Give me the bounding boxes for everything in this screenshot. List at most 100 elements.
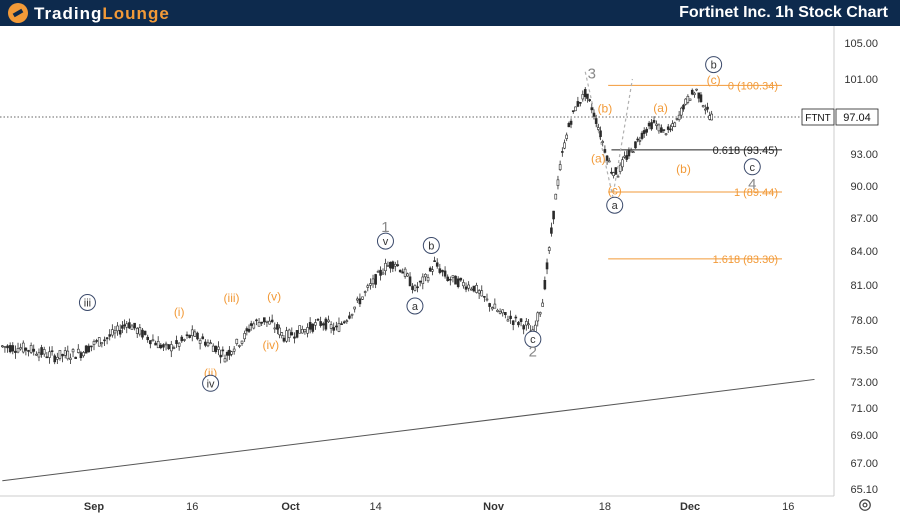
wave-circle (78, 294, 96, 311)
candle-body (61, 353, 64, 357)
candle-body (642, 130, 646, 134)
candle-body (699, 94, 703, 103)
candle-body (467, 284, 470, 289)
candle-body (431, 269, 434, 272)
candle-body (204, 341, 207, 346)
fib-level-label: 0 (100.34) (728, 80, 778, 92)
wave-label: (iv) (263, 338, 280, 352)
candle-body (0, 345, 4, 348)
candle-body (221, 349, 225, 352)
candle-body (327, 319, 330, 323)
candle-body (541, 302, 544, 307)
x-tick-label: Sep (84, 501, 104, 513)
wave-label: a (412, 301, 419, 313)
candle-body (603, 149, 607, 153)
candle-body (79, 352, 83, 359)
candle-body (273, 327, 277, 330)
trendline (2, 378, 815, 482)
candle-body (627, 150, 631, 157)
candle-body (180, 336, 184, 342)
candle-body (243, 333, 246, 340)
wave-label: (b) (598, 102, 613, 116)
candle-body (201, 336, 205, 340)
candle-body (393, 263, 397, 267)
candle-body (552, 210, 555, 220)
candle-body (361, 296, 364, 300)
wave-label: (i) (174, 305, 185, 319)
candle-body (335, 325, 338, 328)
settings-gear-icon[interactable] (858, 498, 872, 512)
y-tick-label: 84.00 (850, 246, 878, 258)
candle-body (162, 344, 165, 348)
candle-body (27, 350, 30, 352)
candle-body (185, 334, 189, 337)
candle-body (111, 329, 114, 336)
candle-body (366, 285, 370, 288)
candle-body (3, 346, 7, 348)
wave-label: 3 (588, 66, 596, 83)
candle-body (48, 351, 51, 358)
candle-body (554, 193, 558, 200)
x-tick-label: Oct (281, 501, 300, 513)
fib-level-label: 1 (89.44) (734, 187, 778, 199)
candle-body (469, 288, 473, 291)
candle-body (24, 347, 28, 351)
candle-body (188, 334, 191, 338)
candle-body (519, 318, 523, 323)
candle-body (177, 342, 181, 347)
tradinglounge-logo-icon (8, 3, 28, 23)
candle-body (496, 309, 499, 312)
candle-body (561, 151, 564, 153)
candle-body (125, 323, 129, 328)
candle-body (379, 269, 382, 276)
x-tick-label: 16 (782, 501, 794, 513)
candle-body (640, 132, 644, 139)
candle-body (121, 325, 124, 329)
candle-body (345, 320, 349, 323)
y-tick-label: 81.00 (850, 280, 878, 292)
candle-body (337, 323, 341, 332)
candle-body (697, 92, 701, 99)
candle-body (183, 339, 186, 341)
candle-body (690, 89, 694, 95)
candle-body (666, 126, 670, 130)
candle-body (607, 160, 611, 163)
candle-body (164, 343, 168, 346)
candle-body (82, 352, 85, 357)
candle-body (386, 265, 390, 267)
candle-body (433, 260, 436, 262)
y-tick-label: 75.50 (850, 345, 878, 357)
candle-body (472, 285, 476, 292)
candle-body (671, 123, 674, 127)
candle-body (443, 270, 447, 277)
candle-body (53, 355, 57, 363)
candle-body (498, 311, 502, 314)
y-tick-label: 101.00 (844, 74, 878, 86)
candle-body (159, 344, 163, 349)
candle-body (14, 350, 17, 353)
candle-body (232, 348, 236, 352)
candle-body (35, 353, 38, 356)
price-chart[interactable]: 0 (100.34) 0.618 (93.45) 1 (89.44) 1.618 (8… (0, 26, 900, 522)
candle-body (588, 99, 591, 102)
candle-body (514, 316, 518, 319)
candle-body (592, 112, 596, 117)
candle-body (193, 331, 197, 337)
candle-body (610, 171, 613, 174)
candle-body (645, 128, 648, 133)
candle-body (206, 342, 210, 347)
y-tick-label: 67.00 (850, 458, 878, 470)
wave-label: c (530, 334, 536, 346)
candle-body (123, 324, 126, 327)
candle-body (32, 348, 36, 352)
candle-body (451, 275, 455, 278)
candle-body (103, 339, 106, 342)
candle-body (149, 340, 152, 345)
candle-body (257, 322, 261, 327)
candle-body (74, 356, 77, 359)
candle-body (276, 324, 279, 330)
candle-body (522, 325, 525, 330)
candle-body (660, 127, 663, 133)
candle-body (252, 323, 256, 329)
candle-body (485, 298, 489, 301)
